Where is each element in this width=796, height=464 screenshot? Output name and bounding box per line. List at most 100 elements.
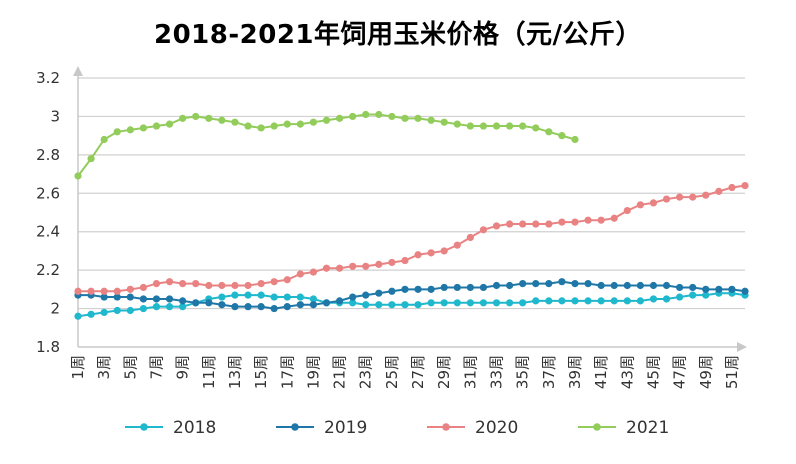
- data-point-2019: [296, 301, 304, 309]
- x-tick-label: 33周: [488, 355, 506, 389]
- data-point-2019: [492, 281, 501, 290]
- data-point-2021: [205, 114, 213, 122]
- data-point-2018: [113, 306, 121, 315]
- data-point-2020: [113, 287, 121, 295]
- data-point-2021: [388, 112, 396, 121]
- data-point-2019: [231, 303, 239, 311]
- data-point-2021: [270, 122, 278, 130]
- data-point-2020: [205, 281, 213, 290]
- data-point-2021: [126, 126, 134, 134]
- data-point-2019: [335, 297, 344, 305]
- x-tick-label: 35周: [514, 355, 532, 389]
- y-tick-label: 3.2: [36, 69, 60, 87]
- data-point-2021: [519, 122, 527, 130]
- data-point-2020: [702, 191, 710, 199]
- data-point-2018: [309, 295, 318, 303]
- data-point-2020: [453, 241, 461, 249]
- x-axis-arrow: [737, 342, 747, 352]
- data-point-2019: [584, 279, 592, 288]
- data-point-2019: [322, 299, 331, 307]
- data-point-2019: [205, 299, 213, 307]
- x-tick-label: 13周: [226, 355, 244, 389]
- data-point-2018: [571, 297, 579, 305]
- data-point-2020: [492, 222, 501, 230]
- y-tick-label: 2.4: [36, 223, 60, 241]
- data-point-2018: [532, 297, 540, 305]
- data-point-2020: [388, 258, 396, 267]
- data-point-2020: [165, 278, 174, 286]
- series-2020: [74, 182, 749, 295]
- data-point-2018: [270, 293, 278, 301]
- data-point-2020: [270, 278, 278, 286]
- data-point-2021: [466, 122, 474, 130]
- data-point-2020: [283, 276, 291, 284]
- data-point-2019: [715, 285, 723, 293]
- data-point-2019: [179, 297, 187, 305]
- data-point-2018: [349, 299, 357, 307]
- data-point-2020: [662, 195, 671, 203]
- data-point-2019: [676, 283, 684, 292]
- x-tick-label: 1周: [69, 355, 87, 380]
- x-tick-label: 27周: [409, 355, 427, 389]
- x-tick-label: 41周: [592, 355, 610, 389]
- data-point-2021: [257, 124, 265, 132]
- data-point-2020: [322, 264, 331, 272]
- chart-title: 2018-2021年饲用玉米价格（元/公斤）: [153, 20, 642, 50]
- data-point-2018: [676, 293, 684, 301]
- data-point-2021: [283, 120, 291, 128]
- data-point-2020: [558, 218, 566, 226]
- data-point-2018: [649, 295, 658, 303]
- series-2021: [74, 110, 579, 180]
- legend-item-2019: 2019: [276, 418, 367, 438]
- data-point-2020: [532, 220, 540, 228]
- data-point-2021: [87, 155, 95, 163]
- data-point-2019: [636, 281, 644, 290]
- data-point-2019: [113, 293, 121, 301]
- data-point-2021: [440, 118, 448, 126]
- y-axis-arrow: [73, 66, 83, 76]
- data-point-2018: [636, 297, 644, 305]
- data-point-2021: [165, 120, 174, 128]
- data-point-2021: [322, 116, 331, 124]
- data-point-2020: [87, 287, 95, 295]
- data-point-2019: [283, 303, 291, 311]
- data-point-2018: [440, 299, 448, 307]
- data-point-2019: [139, 295, 147, 303]
- data-point-2018: [584, 297, 592, 305]
- data-point-2019: [414, 285, 422, 293]
- data-point-2019: [728, 285, 736, 293]
- data-point-2020: [414, 251, 422, 259]
- y-tick-label: 2: [50, 300, 60, 318]
- data-point-2021: [505, 122, 514, 130]
- data-point-2019: [126, 293, 134, 301]
- data-point-2018: [545, 297, 553, 305]
- x-tick-label: 3周: [95, 355, 113, 380]
- x-tick-label: 17周: [278, 355, 296, 389]
- x-tick-label: 31周: [461, 355, 479, 389]
- data-point-2019: [375, 289, 383, 297]
- data-point-2018: [623, 297, 631, 305]
- data-point-2018: [244, 291, 252, 299]
- data-point-2019: [702, 285, 710, 293]
- data-point-2018: [597, 297, 605, 305]
- data-point-2020: [218, 281, 226, 290]
- data-point-2020: [545, 220, 553, 228]
- data-point-2021: [152, 122, 161, 130]
- data-point-2020: [244, 281, 252, 290]
- legend-item-2018: 2018: [125, 418, 216, 438]
- legend-label: 2018: [173, 418, 216, 438]
- data-point-2019: [152, 295, 161, 303]
- y-tick-label: 3: [50, 107, 60, 125]
- x-tick-label: 47周: [671, 355, 689, 389]
- x-tick-label: 21周: [331, 355, 349, 389]
- data-point-2019: [349, 293, 357, 301]
- data-point-2021: [492, 122, 501, 130]
- data-point-2018: [453, 299, 461, 307]
- data-point-2018: [375, 301, 383, 309]
- x-tick-label: 37周: [540, 355, 558, 389]
- data-point-2018: [519, 299, 527, 307]
- data-point-2020: [427, 249, 435, 257]
- data-point-2020: [100, 287, 108, 295]
- data-point-2020: [597, 216, 605, 224]
- data-point-2018: [87, 310, 95, 318]
